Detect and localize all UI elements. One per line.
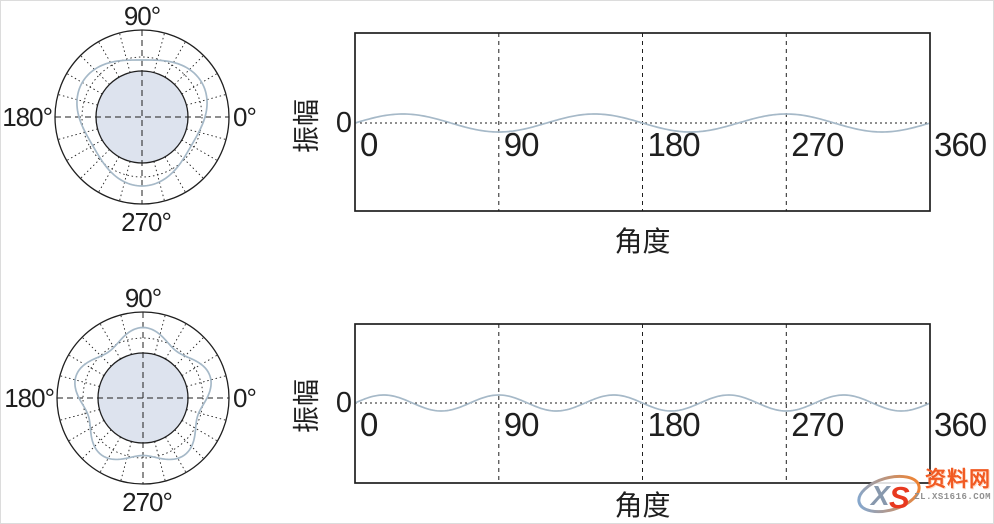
x-tick-label-360: 360: [934, 406, 987, 443]
y-tick-label-0: 0: [336, 107, 352, 139]
x-tick-label-180: 180: [648, 406, 701, 443]
polar-angle-label-180: 180°: [4, 383, 54, 413]
y-axis-label: 振幅: [292, 379, 322, 433]
y-tick-label-0: 0: [336, 387, 352, 419]
polar-outer-circle: [54, 29, 230, 205]
x-tick-label-360: 360: [934, 126, 987, 163]
polar-curve: [76, 59, 208, 187]
polar-angle-label-90: 90°: [124, 1, 160, 31]
polar-plot-top: 0° 90° 180° 270°: [2, 1, 257, 237]
x-axis-label: 角度: [614, 490, 670, 521]
polar-angle-label-270: 270°: [121, 207, 171, 237]
y-axis-label: 振幅: [292, 99, 322, 153]
wave-curve: [354, 394, 930, 412]
polar-angle-label-180: 180°: [2, 102, 52, 132]
x-tick-label-90: 90: [504, 406, 539, 443]
polar-crosshair-lines: [55, 30, 229, 204]
plot-border: [354, 32, 931, 212]
x-tick-label-270: 270: [791, 126, 844, 163]
vertical-gridlines: [498, 324, 787, 483]
vertical-gridlines: [498, 33, 787, 211]
x-tick-label-0: 0: [360, 126, 378, 163]
x-tick-label-270: 270: [791, 406, 844, 443]
x-tick-label-90: 90: [504, 126, 539, 163]
x-axis-label: 角度: [614, 226, 670, 257]
polar-reference-circle: [81, 56, 203, 178]
polar-curve: [74, 326, 212, 461]
polar-angle-label-0: 0°: [233, 102, 256, 132]
x-tick-label-180: 180: [648, 126, 701, 163]
plot-border: [354, 323, 931, 484]
wave-curve: [354, 113, 930, 133]
polar-outer-circle: [56, 311, 230, 485]
x-tick-label-0: 0: [360, 406, 378, 443]
polar-plot-bottom: 0° 90° 180° 270°: [4, 283, 257, 517]
polar-angle-label-90: 90°: [125, 283, 161, 313]
polar-reference-circle: [82, 337, 204, 459]
polar-angle-label-0: 0°: [233, 383, 256, 413]
polar-angle-label-270: 270°: [122, 487, 172, 517]
